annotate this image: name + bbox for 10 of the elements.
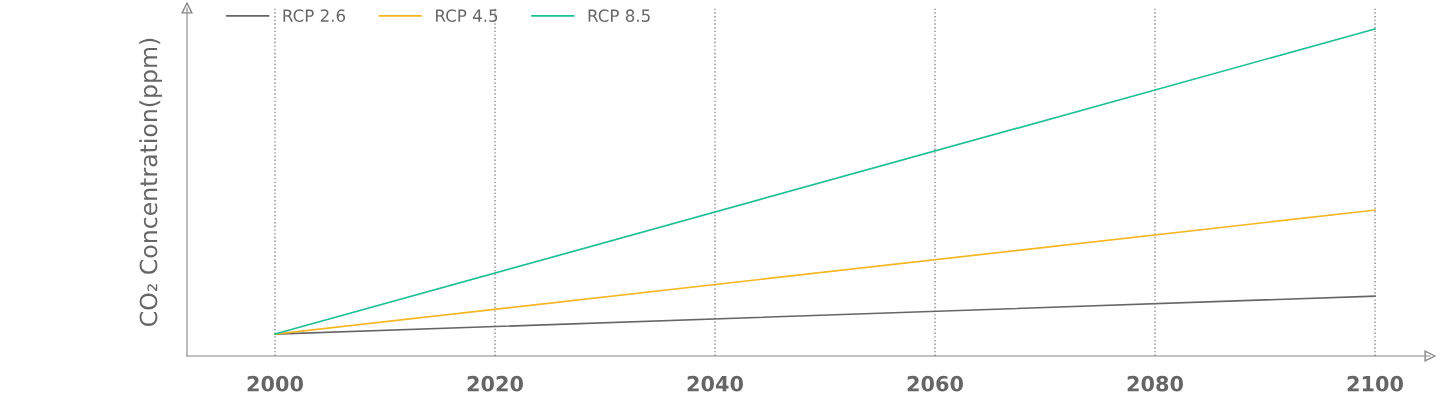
y-axis-title: CO₂ Concentration(ppm) (139, 38, 162, 326)
x-tick-label: 2100 (1347, 375, 1403, 392)
legend-label: RCP 4.5 (436, 9, 498, 22)
legend-label: RCP 2.6 (283, 9, 346, 22)
legend-label: RCP 8.5 (588, 9, 650, 22)
x-tick-label: 2080 (1127, 375, 1183, 392)
x-tick-label: 2000 (247, 375, 303, 392)
x-tick-label: 2040 (687, 375, 743, 392)
x-tick-label: 2020 (467, 375, 523, 392)
x-tick-label: 2060 (907, 375, 963, 392)
